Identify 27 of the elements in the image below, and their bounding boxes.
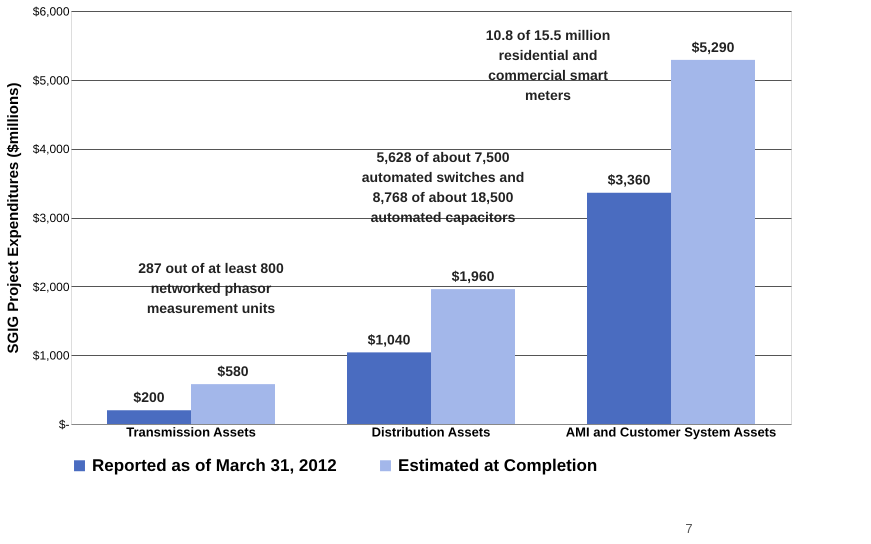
y-tick-label: $- — [58, 418, 70, 432]
legend-label: Reported as of March 31, 2012 — [92, 456, 337, 475]
bar — [587, 192, 671, 424]
bar — [191, 384, 275, 424]
data-label: $1,960 — [452, 268, 495, 284]
data-label: $200 — [133, 389, 165, 406]
bar — [431, 289, 515, 424]
bar — [107, 410, 191, 424]
legend-label: Estimated at Completion — [398, 456, 598, 475]
y-tick-label: $6,000 — [32, 4, 70, 18]
bar — [671, 60, 755, 424]
text: 7 — [685, 521, 693, 536]
data-label: $5,290 — [692, 38, 735, 55]
data-label: $580 — [217, 363, 249, 380]
x-tick-label: Transmission Assets — [126, 424, 256, 440]
y-tick-label: $3,000 — [32, 211, 70, 225]
data-label: $3,360 — [608, 172, 651, 188]
y-tick-label: $5,000 — [32, 73, 70, 88]
y-tick-label: $2,000 — [32, 280, 70, 294]
x-tick-label: AMI and Customer System Assets — [566, 424, 776, 440]
bar — [347, 352, 431, 424]
y-tick-label: $1,000 — [32, 348, 70, 363]
data-label: $1,040 — [368, 331, 411, 348]
x-tick-label: Distribution Assets — [372, 424, 490, 440]
annotation: 10.8 of 15.5 million residential and commercial smart meters — [486, 27, 610, 103]
y-axis-title: SGIG Project Expenditures ($millions) — [4, 82, 22, 354]
y-tick-label: $4,000 — [32, 142, 70, 156]
